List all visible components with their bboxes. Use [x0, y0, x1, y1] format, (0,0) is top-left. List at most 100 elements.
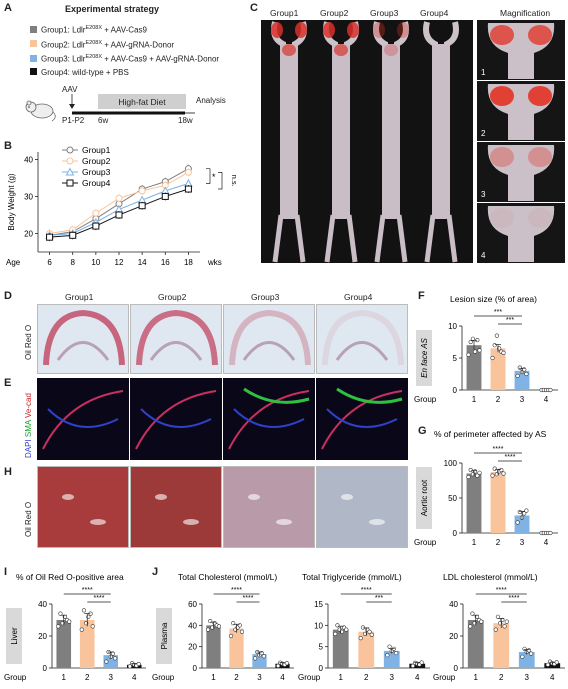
- x-tick-label: 2: [499, 673, 504, 682]
- aorta-trunk: [432, 44, 450, 219]
- row-label-box: [156, 608, 172, 664]
- data-point: [526, 648, 532, 653]
- x-tick-label: 1: [474, 673, 479, 682]
- bar-group2: [358, 631, 375, 668]
- data-point: [490, 355, 495, 361]
- aorta-trunk: [280, 44, 298, 219]
- panel-label-a: A: [4, 2, 12, 14]
- data-point: [333, 631, 338, 636]
- bar-group1: [466, 473, 482, 533]
- panel-label-c: C: [250, 2, 258, 14]
- legend-text: Group3: Ldlr: [41, 54, 86, 64]
- aorta-header: Magnification: [500, 8, 551, 18]
- immunofluorescence-image: [316, 378, 408, 460]
- chart-title: Total Triglyceride (mmol/L): [302, 572, 402, 582]
- y-tick-label: 5: [319, 643, 324, 652]
- legend-marker: [66, 146, 74, 154]
- liver-oilredo-area-chart: % of Oil Red O-positive area Liver 0 20 40 1 2…: [4, 572, 146, 682]
- panel-label-f: F: [418, 290, 425, 302]
- aortic-root-oilredo-image: [223, 304, 315, 374]
- chart-title: % of perimeter affected by AS: [434, 429, 547, 439]
- aorta-specimen: [271, 21, 307, 263]
- mouse-icon: [25, 100, 56, 122]
- x-tick-label: 1: [472, 395, 477, 404]
- data-point: [517, 509, 522, 515]
- legend-label: Group2: [82, 156, 111, 166]
- data-point: [138, 187, 146, 195]
- y-tick-label: 0: [453, 386, 458, 395]
- data-point: [58, 611, 63, 616]
- data-point: [517, 365, 522, 370]
- data-point: [522, 646, 527, 651]
- data-point: [479, 619, 484, 624]
- legend-text: Group4: wild-type + PBS: [41, 67, 129, 77]
- data-point: [493, 627, 498, 632]
- legend-swatch: [30, 67, 37, 75]
- row-label: Plasma: [160, 622, 169, 649]
- y-axis-label: Body Weight (g): [7, 173, 16, 231]
- timeline-analysis-label: Analysis: [196, 96, 226, 105]
- data-point: [104, 659, 109, 664]
- data-point: [261, 654, 266, 659]
- y-tick-label: 60: [188, 600, 197, 609]
- data-point: [90, 624, 95, 629]
- data-point: [69, 231, 77, 239]
- magnification-image: 2: [477, 81, 565, 141]
- x-tick-label: 4: [415, 673, 420, 682]
- data-point: [494, 333, 499, 338]
- timeline-6w-label: 6w: [98, 116, 109, 125]
- aorta-iliac: [424, 214, 458, 263]
- column-header: Group3: [251, 292, 280, 302]
- lesion-stain: [373, 22, 385, 38]
- significance-bracket: [206, 168, 211, 184]
- data-point: [466, 352, 471, 357]
- data-point: [252, 656, 258, 661]
- data-point: [127, 664, 132, 669]
- y-tick-label: 20: [188, 643, 197, 652]
- data-point: [492, 343, 497, 348]
- legend-item-group4: Group4: wild-type + PBS: [30, 66, 219, 79]
- y-tick-label: 30: [24, 192, 33, 201]
- legend-tail: + AAV-gRNA-Donor: [101, 40, 175, 50]
- data-point: [468, 624, 473, 629]
- legend-swatch: [30, 54, 37, 62]
- bar-group3: [514, 515, 530, 533]
- bar-group1: [56, 620, 72, 668]
- magnification-number: 4: [481, 251, 486, 260]
- x-tick-label: 6: [47, 258, 52, 267]
- magnification-number: 2: [481, 129, 486, 138]
- chart-title: Total Cholesterol (mmol/L): [178, 572, 277, 582]
- data-point: [524, 508, 529, 513]
- data-point: [228, 633, 234, 639]
- significance-label: ***: [375, 595, 383, 602]
- x-tick-label: 2: [85, 673, 90, 682]
- data-point: [477, 470, 482, 475]
- data-point: [369, 632, 374, 637]
- row-label: Liver: [10, 627, 19, 645]
- data-point: [410, 663, 415, 668]
- panel-label-d: D: [4, 290, 12, 302]
- significance-label: n.s.: [230, 175, 239, 187]
- data-point: [394, 650, 399, 656]
- legend-marker: [65, 167, 75, 176]
- column-header: Group4: [344, 292, 373, 302]
- data-point: [524, 371, 529, 377]
- aorta-trunk: [332, 44, 350, 219]
- bar-group1: [467, 620, 484, 668]
- immunofluorescence-image: [223, 378, 315, 460]
- data-point: [79, 627, 84, 632]
- legend-label: Group1: [82, 145, 111, 155]
- ldl-cholesterol-chart: LDL cholesterol (mmol/L) 0 20 40 1 2 3 4 Group **…: [433, 572, 565, 682]
- immunofluorescence-row-label: DAPI SMA Ve-cad: [24, 393, 33, 458]
- bar-group2: [490, 472, 506, 533]
- panel-label-b: B: [4, 140, 12, 152]
- body-weight-chart: 20 30 40 6 8 10 12 14 16 18 Age wks Body Weight (g) G…: [6, 145, 239, 267]
- y-tick-label: 0: [319, 664, 324, 673]
- stain-label: SMA: [24, 420, 33, 440]
- data-point: [472, 349, 478, 354]
- data-point: [495, 614, 501, 619]
- data-point: [205, 627, 211, 632]
- y-tick-label: 50: [448, 494, 457, 503]
- aorta-specimen: [323, 21, 359, 263]
- legend-text: Group2: Ldlr: [41, 40, 86, 50]
